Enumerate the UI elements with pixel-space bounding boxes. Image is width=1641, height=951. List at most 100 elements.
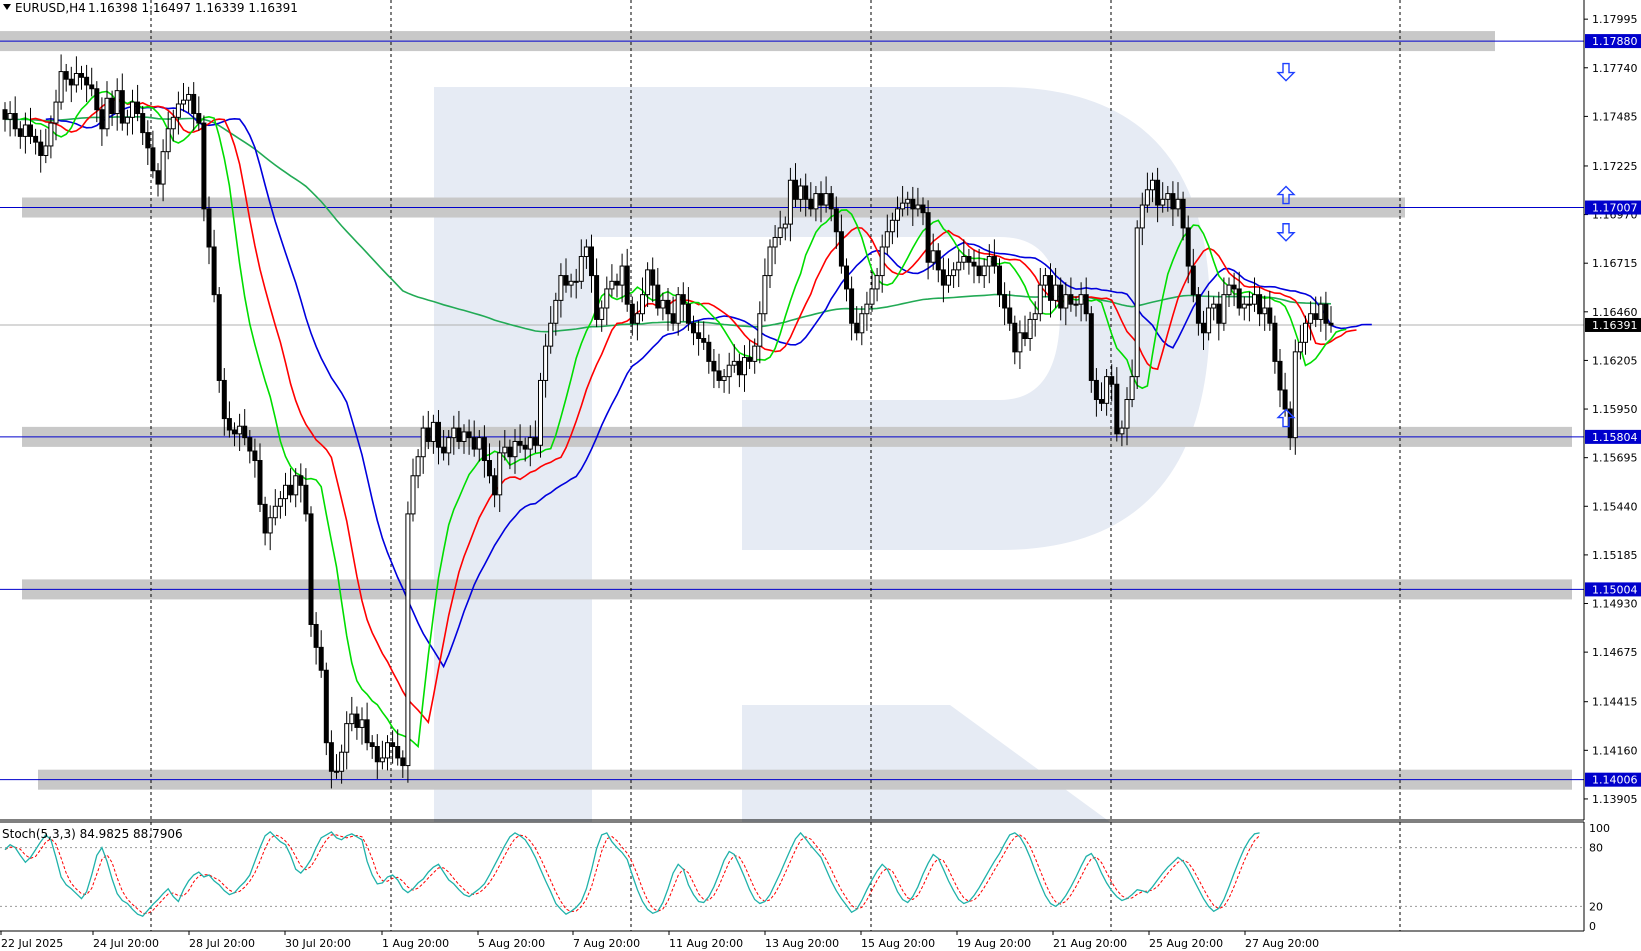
candle [471, 420, 477, 457]
candle [135, 84, 141, 122]
candle [344, 711, 350, 770]
candle [1053, 267, 1059, 308]
candle [1155, 167, 1161, 223]
candle [181, 83, 186, 112]
candle [196, 96, 202, 131]
candle [456, 410, 462, 450]
candle [1206, 290, 1212, 341]
candle [1257, 287, 1263, 327]
candle [777, 210, 783, 246]
candle [854, 306, 860, 341]
candle [986, 244, 992, 284]
candle [1328, 306, 1334, 333]
candle [354, 706, 360, 740]
candle [22, 112, 28, 154]
level-price-box [1585, 34, 1641, 49]
candle [186, 86, 192, 113]
candle [833, 196, 839, 249]
candle [79, 65, 84, 90]
time-tick-label: 15 Aug 20:00 [861, 937, 935, 950]
level-price-label: 1.15804 [1592, 431, 1638, 444]
candle [94, 81, 100, 123]
candle [1272, 315, 1278, 374]
candle [206, 196, 212, 265]
candle [1241, 296, 1247, 321]
price-tick-label: 1.13905 [1592, 793, 1638, 806]
candle [1139, 192, 1145, 246]
candle [889, 212, 895, 245]
candle [257, 443, 263, 512]
candle [884, 214, 890, 255]
candle [308, 506, 314, 637]
stoch-tick-label: 0 [1589, 920, 1596, 933]
candle [334, 754, 339, 779]
candle [1165, 185, 1171, 212]
candle [675, 287, 681, 336]
candle [706, 334, 712, 374]
level-price-box [1585, 429, 1641, 444]
candle [481, 425, 487, 478]
candle [599, 300, 605, 332]
candle [946, 258, 951, 293]
candle [1185, 215, 1191, 284]
candle [578, 239, 584, 289]
candle [553, 292, 559, 336]
candle [558, 263, 564, 318]
candle [915, 187, 921, 217]
candle [609, 264, 615, 297]
candle [1318, 296, 1324, 332]
candle [772, 225, 778, 265]
candle [1303, 315, 1308, 355]
candle [1195, 287, 1201, 336]
candle [981, 258, 987, 288]
candle [721, 369, 727, 393]
candle [497, 440, 503, 512]
candle [124, 109, 130, 136]
candle [130, 89, 135, 135]
candle [859, 306, 865, 346]
candle [1262, 295, 1268, 331]
candle [762, 258, 768, 322]
candle [1104, 369, 1110, 416]
candle [313, 612, 319, 665]
candle [283, 472, 288, 516]
candle [930, 233, 936, 270]
candle [818, 181, 824, 223]
candle [1150, 172, 1155, 203]
candle [73, 56, 79, 93]
candle [1083, 277, 1089, 322]
candle [736, 353, 742, 388]
candle [548, 306, 554, 354]
candle [604, 276, 610, 326]
triangle-down-icon [3, 4, 11, 10]
current-price-label: 1.16391 [1592, 319, 1638, 332]
candle [12, 96, 18, 137]
candle [624, 248, 630, 312]
candle [634, 301, 640, 341]
candle [150, 130, 156, 179]
candle [1236, 271, 1242, 316]
candle [976, 248, 982, 284]
candle [175, 91, 181, 135]
candle [267, 505, 273, 551]
candle [1027, 311, 1033, 351]
candle [527, 425, 533, 467]
candle [543, 333, 549, 398]
candle [701, 321, 707, 350]
price-tick-label: 1.14930 [1592, 598, 1638, 611]
candle [1037, 267, 1043, 322]
candle [961, 239, 967, 270]
arrow-down-icon [1276, 62, 1296, 82]
candle [436, 410, 441, 465]
price-tick-label: 1.17485 [1592, 110, 1638, 123]
candle [385, 735, 390, 771]
candle [1246, 291, 1252, 322]
candle [242, 409, 248, 446]
candle [420, 415, 426, 474]
time-tick-label: 21 Aug 20:00 [1053, 937, 1127, 950]
price-tick-label: 1.15440 [1592, 500, 1638, 513]
candle [696, 320, 702, 356]
candle [726, 352, 732, 394]
candle [288, 468, 294, 503]
